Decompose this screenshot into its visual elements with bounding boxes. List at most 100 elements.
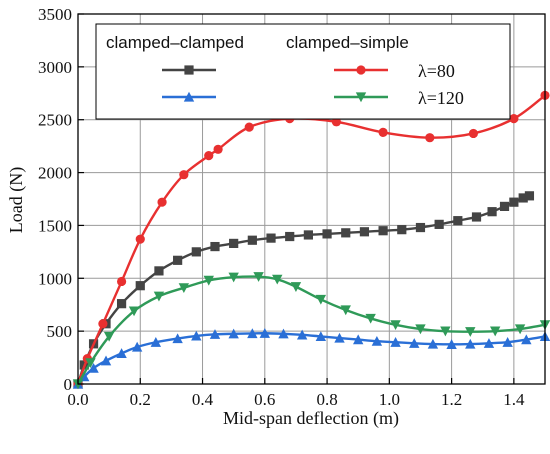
data-point [272,274,283,285]
data-point [465,327,476,337]
x-tick-label: 0.6 [254,390,275,409]
data-point [278,328,289,339]
axis-ticks [77,13,515,385]
x-tick-label: 1.2 [441,390,462,409]
data-point [135,281,145,291]
data-point [229,238,239,248]
data-point [409,338,420,348]
data-point [203,275,214,286]
data-point [179,170,189,180]
data-point [390,320,401,330]
data-point [378,127,388,137]
series-line [77,332,546,385]
series-line [76,94,546,385]
data-point [98,319,108,329]
data-point [468,128,478,139]
data-point [296,329,308,340]
data-point [228,272,239,283]
legend-swatch-marker [183,91,195,102]
plot-frame [77,13,546,385]
data-point [131,341,143,352]
data-point [253,272,264,282]
y-tick-label: 500 [47,322,73,341]
data-point [154,266,164,276]
legend-header-clamped-clamped: clamped–clamped [106,33,244,52]
data-point [502,337,513,347]
x-tick-label: 1.0 [379,390,400,409]
data-point [103,331,115,342]
legend-header-clamped-simple: clamped–simple [286,33,409,52]
x-tick-label: 1.4 [503,390,525,409]
data-point [397,225,407,235]
x-tick-label: 0.4 [192,390,214,409]
data-point [453,216,463,226]
data-point [334,332,345,343]
data-point [178,283,190,293]
data-point [290,282,302,292]
y-tick-label: 0 [64,375,73,394]
data-point [499,201,510,211]
data-point [489,326,501,337]
legend-swatch-marker [355,92,367,103]
legend-swatch-marker [356,65,366,75]
series-square-1 [73,191,535,389]
data-point [340,305,351,316]
x-axis-title: Mid-span deflection (m) [223,408,399,429]
data-point [331,117,342,127]
legend-label-lambda-80: λ=80 [418,61,455,81]
data-point [371,335,383,346]
data-point [244,122,254,132]
data-point [210,241,220,252]
data-point [434,219,444,229]
data-point [487,207,497,217]
data-point [191,330,202,341]
data-point [341,228,351,238]
y-tick-label: 1000 [38,269,72,288]
legend-box [95,23,511,120]
data-point [153,291,165,302]
data-point [135,234,145,244]
data-point [518,193,528,203]
data-point [247,328,258,339]
data-point [116,348,127,358]
data-point [247,235,257,245]
data-point [465,338,476,349]
data-point [150,337,162,347]
data-point [521,334,532,345]
data-point [390,337,401,347]
data-point [85,358,96,369]
y-axis-title: Load (N) [6,167,27,233]
data-point [191,247,201,257]
data-point [353,334,364,345]
x-tick-label: 0.8 [316,390,337,409]
data-point [88,362,99,373]
data-point [116,299,127,309]
data-point [303,230,313,240]
data-point [213,144,223,154]
data-point [209,329,221,339]
legend: clamped–clamped clamped–simple λ=80 λ=12… [95,23,511,120]
tick-labels: 0.0 0.2 0.4 0.6 0.8 1.0 1.2 1.4 0 500 1000 1500 2000… [38,5,525,409]
data-point [524,191,535,201]
series-triangle-down-4 [72,272,550,390]
data-point [173,255,183,265]
data-point [100,355,112,366]
y-tick-label: 3500 [38,5,72,24]
data-point [415,222,426,233]
data-point [359,227,370,237]
data-point [172,333,183,344]
legend-label-lambda-120: λ=120 [418,88,464,108]
data-point [378,226,388,236]
data-point [509,114,519,124]
data-point [128,306,140,317]
series-circle-2 [73,90,550,389]
data-point [514,324,526,335]
data-point [157,197,167,207]
data-point [483,338,495,348]
y-tick-label: 1500 [38,216,72,235]
data-point [471,212,482,222]
data-point [315,331,327,342]
y-tick-label: 2500 [38,111,72,130]
series-layer [72,90,550,390]
